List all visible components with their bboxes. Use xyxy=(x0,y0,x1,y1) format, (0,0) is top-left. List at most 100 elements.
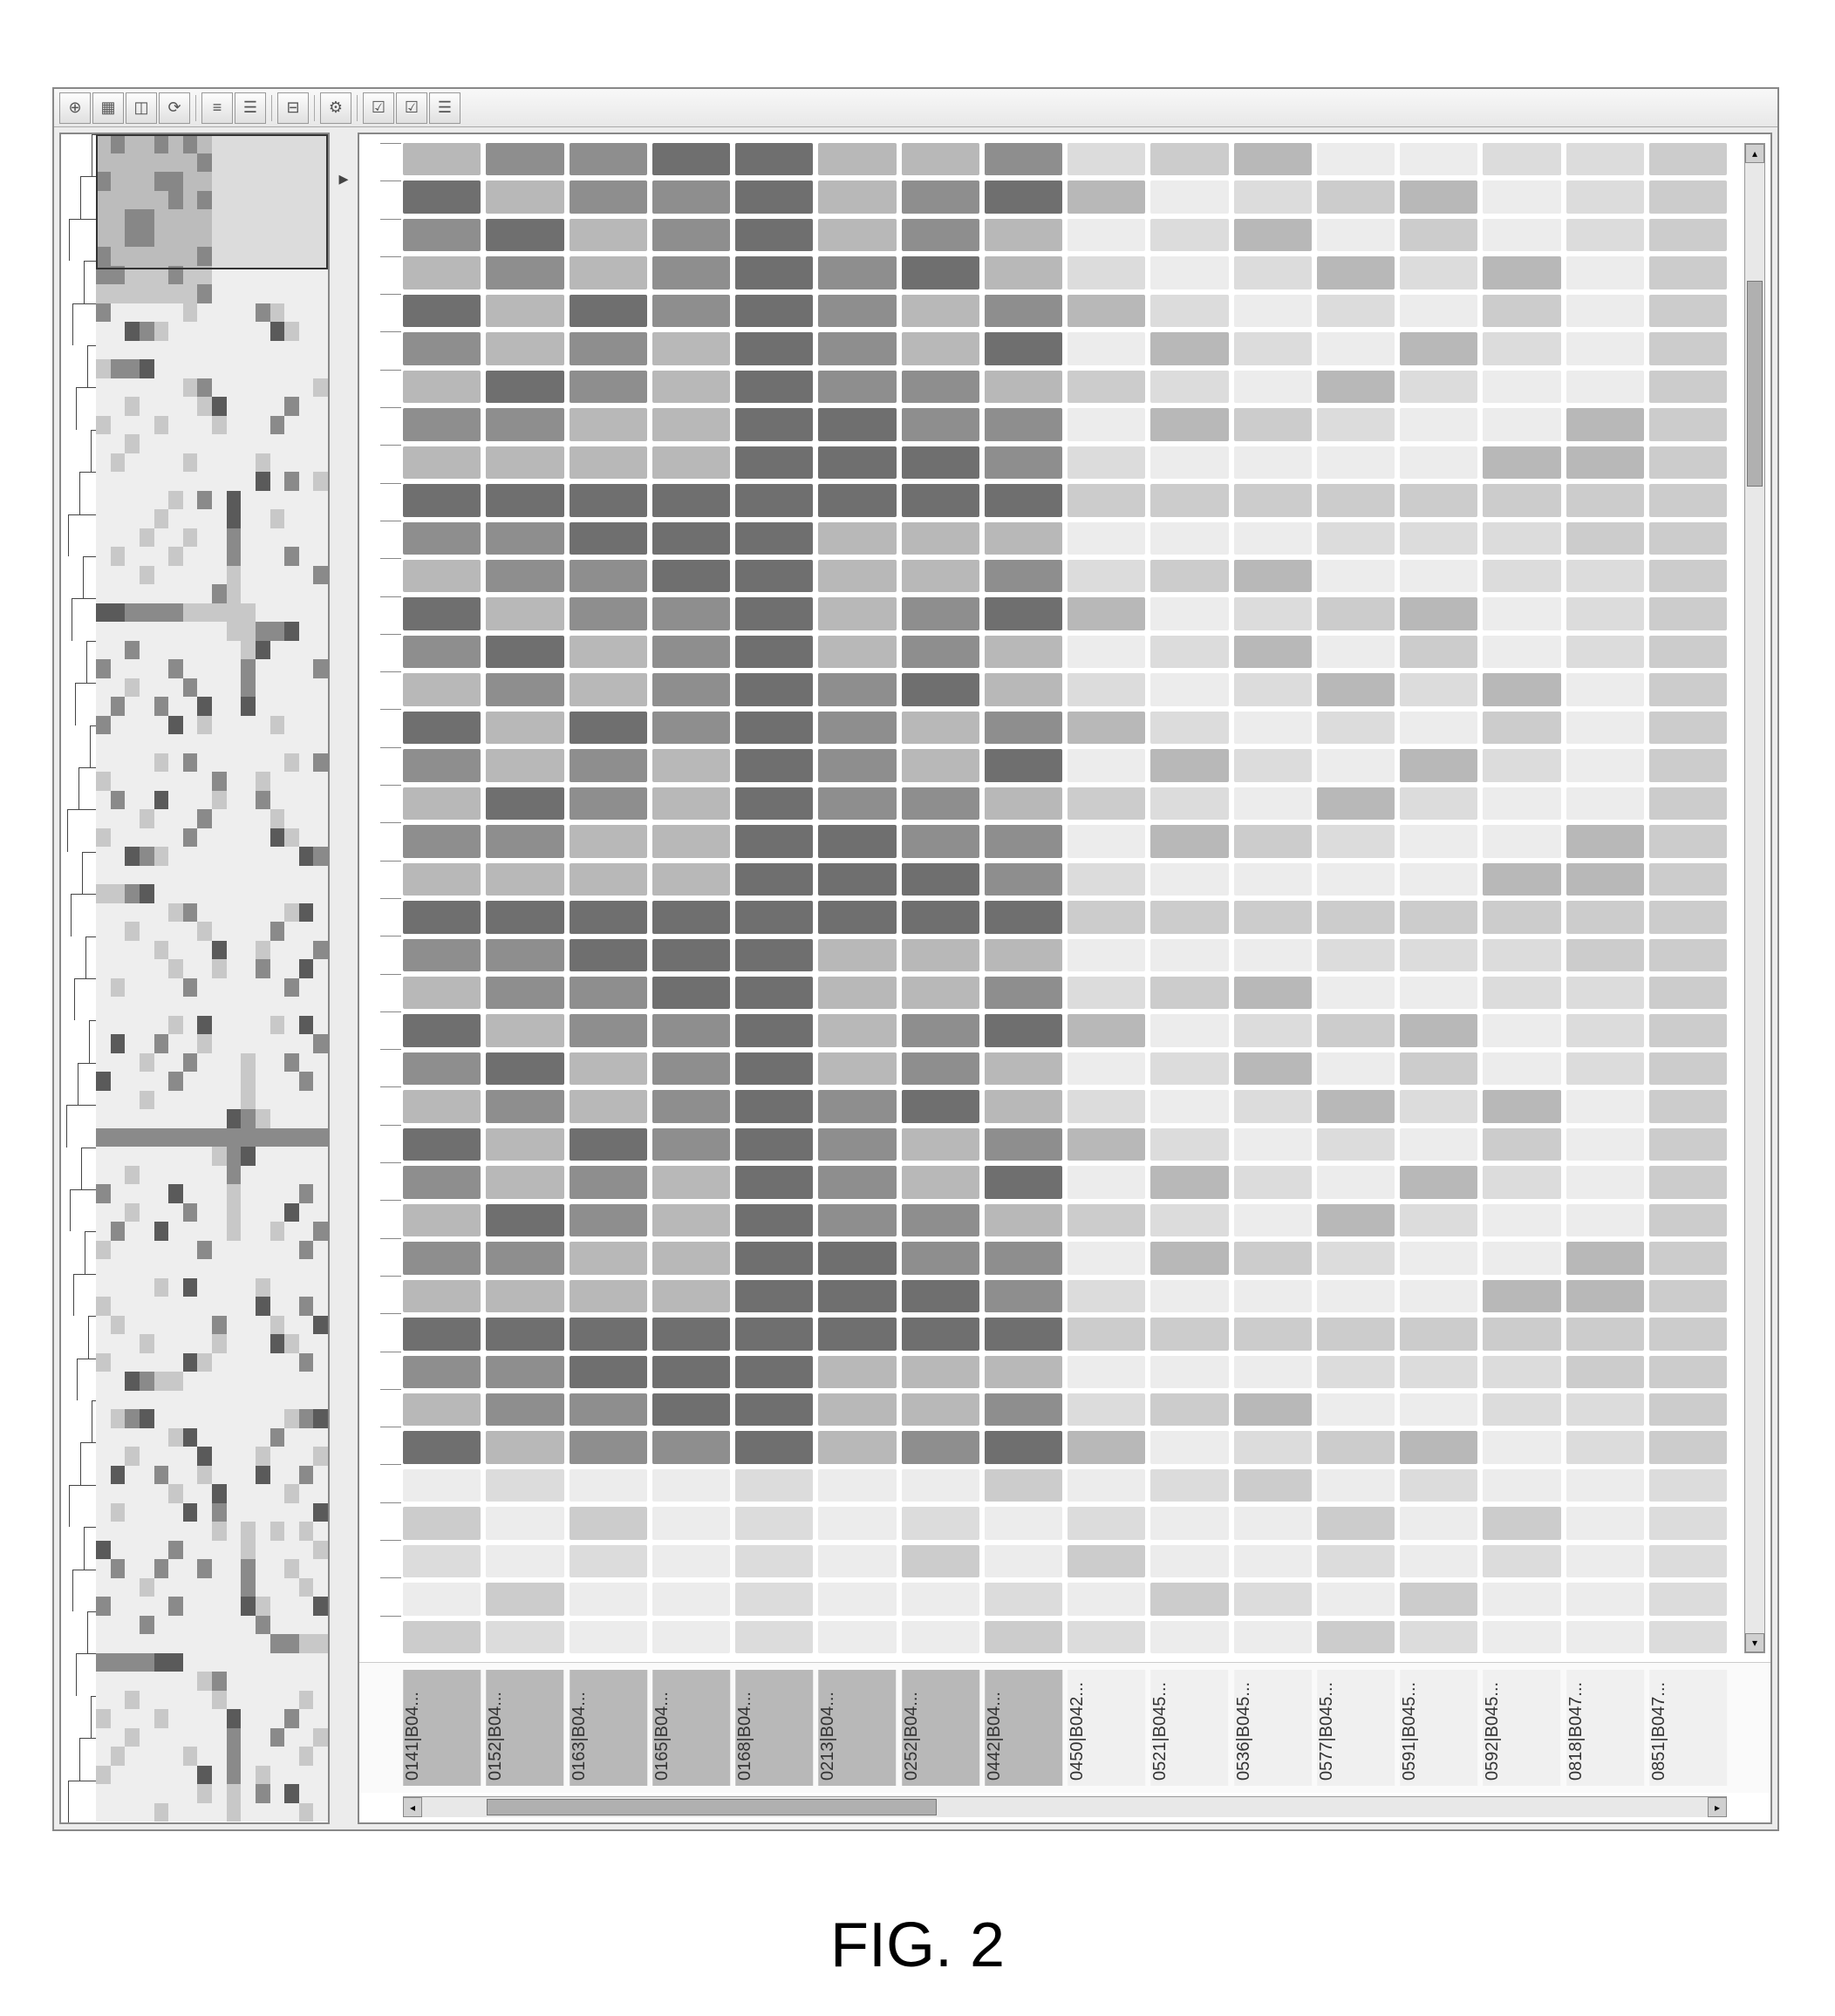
heatmap-cell[interactable] xyxy=(1400,295,1477,327)
heatmap-cell[interactable] xyxy=(1483,371,1560,403)
heatmap-cell[interactable] xyxy=(652,597,730,630)
heatmap-cell[interactable] xyxy=(1068,522,1145,555)
heatmap-cell[interactable] xyxy=(1234,977,1312,1009)
heatmap-cell[interactable] xyxy=(1150,1318,1228,1350)
heatmap-cell[interactable] xyxy=(1317,371,1395,403)
heatmap-cell[interactable] xyxy=(486,1356,563,1388)
heatmap-cell[interactable] xyxy=(570,1356,647,1388)
overview-selection[interactable] xyxy=(96,134,328,269)
heatmap-cell[interactable] xyxy=(985,408,1062,440)
heatmap-cell[interactable] xyxy=(1234,787,1312,820)
heatmap-cell[interactable] xyxy=(652,977,730,1009)
heatmap-cell[interactable] xyxy=(1566,712,1644,744)
heatmap-cell[interactable] xyxy=(985,1393,1062,1426)
heatmap-cell[interactable] xyxy=(570,446,647,479)
heatmap-cell[interactable] xyxy=(1483,560,1560,592)
heatmap-cell[interactable] xyxy=(652,1318,730,1350)
heatmap-cell[interactable] xyxy=(1649,1393,1727,1426)
heatmap-cell[interactable] xyxy=(570,1507,647,1539)
heatmap-cell[interactable] xyxy=(570,1583,647,1615)
column-label[interactable]: 0165|B04... xyxy=(652,1670,730,1786)
heatmap-cell[interactable] xyxy=(1317,1204,1395,1236)
heatmap-cell[interactable] xyxy=(486,371,563,403)
heatmap-cell[interactable] xyxy=(818,295,896,327)
heatmap-cell[interactable] xyxy=(570,180,647,213)
heatmap-cell[interactable] xyxy=(570,1280,647,1312)
heatmap-cell[interactable] xyxy=(1400,1583,1477,1615)
heatmap-cell[interactable] xyxy=(818,1621,896,1653)
heatmap-cell[interactable] xyxy=(486,939,563,971)
heatmap-cell[interactable] xyxy=(985,636,1062,668)
heatmap-cell[interactable] xyxy=(985,522,1062,555)
heatmap-cell[interactable] xyxy=(1317,1356,1395,1388)
heatmap-cell[interactable] xyxy=(486,1393,563,1426)
heatmap-cell[interactable] xyxy=(1150,787,1228,820)
heatmap-cell[interactable] xyxy=(985,1090,1062,1122)
heatmap-cell[interactable] xyxy=(1068,295,1145,327)
heatmap-cell[interactable] xyxy=(818,446,896,479)
heatmap-cell[interactable] xyxy=(1150,1507,1228,1539)
heatmap-cell[interactable] xyxy=(1400,1545,1477,1577)
heatmap-cell[interactable] xyxy=(403,825,481,857)
heatmap-cell[interactable] xyxy=(1150,939,1228,971)
heatmap-cell[interactable] xyxy=(1649,1242,1727,1274)
heatmap-cell[interactable] xyxy=(1649,1431,1727,1463)
heatmap-cell[interactable] xyxy=(1400,901,1477,933)
heatmap-cell[interactable] xyxy=(1234,1204,1312,1236)
heatmap-cell[interactable] xyxy=(1400,1507,1477,1539)
heatmap-cell[interactable] xyxy=(985,863,1062,896)
heatmap-cell[interactable] xyxy=(1150,749,1228,781)
heatmap-cell[interactable] xyxy=(1068,825,1145,857)
heatmap-cell[interactable] xyxy=(652,1090,730,1122)
heatmap-cell[interactable] xyxy=(1400,1128,1477,1161)
heatmap-cell[interactable] xyxy=(1566,1166,1644,1198)
heatmap-cell[interactable] xyxy=(1068,1090,1145,1122)
heatmap-cell[interactable] xyxy=(1649,219,1727,251)
heatmap-cell[interactable] xyxy=(403,1356,481,1388)
checkbox-a-icon[interactable]: ☑ xyxy=(363,92,394,124)
heatmap-cell[interactable] xyxy=(1400,1393,1477,1426)
scroll-right-button[interactable]: ▸ xyxy=(1708,1797,1727,1817)
heatmap-cell[interactable] xyxy=(486,256,563,289)
heatmap-cell[interactable] xyxy=(1649,408,1727,440)
heatmap-cell[interactable] xyxy=(985,1469,1062,1502)
heatmap-cell[interactable] xyxy=(1566,825,1644,857)
column-label[interactable]: 0851|B047... xyxy=(1649,1670,1727,1786)
heatmap-cell[interactable] xyxy=(735,1621,813,1653)
heatmap-cell[interactable] xyxy=(652,560,730,592)
heatmap-cell[interactable] xyxy=(985,180,1062,213)
heatmap-cell[interactable] xyxy=(652,1166,730,1198)
heatmap-cell[interactable] xyxy=(1317,863,1395,896)
heatmap-cell[interactable] xyxy=(1317,636,1395,668)
heatmap-cell[interactable] xyxy=(1150,1204,1228,1236)
heatmap-cell[interactable] xyxy=(1068,1166,1145,1198)
heatmap-cell[interactable] xyxy=(1150,1014,1228,1046)
heatmap-cell[interactable] xyxy=(486,1318,563,1350)
heatmap-cell[interactable] xyxy=(570,787,647,820)
heatmap-cell[interactable] xyxy=(1234,636,1312,668)
heatmap-cell[interactable] xyxy=(403,219,481,251)
heatmap-cell[interactable] xyxy=(652,1469,730,1502)
heatmap-cell[interactable] xyxy=(1234,1356,1312,1388)
heatmap-cell[interactable] xyxy=(1234,371,1312,403)
heatmap-cell[interactable] xyxy=(1317,1128,1395,1161)
heatmap-cell[interactable] xyxy=(902,597,979,630)
heatmap-cell[interactable] xyxy=(1234,1052,1312,1085)
heatmap-cell[interactable] xyxy=(902,1393,979,1426)
heatmap-cell[interactable] xyxy=(735,1431,813,1463)
heatmap-cell[interactable] xyxy=(1400,1242,1477,1274)
heatmap-cell[interactable] xyxy=(1317,180,1395,213)
heatmap-cell[interactable] xyxy=(735,446,813,479)
heatmap-cell[interactable] xyxy=(403,1090,481,1122)
heatmap-cell[interactable] xyxy=(570,749,647,781)
heatmap-cell[interactable] xyxy=(1317,787,1395,820)
heatmap-cell[interactable] xyxy=(1566,1393,1644,1426)
heatmap-cell[interactable] xyxy=(818,1393,896,1426)
heatmap-cell[interactable] xyxy=(1150,1583,1228,1615)
heatmap-cell[interactable] xyxy=(1317,1545,1395,1577)
grid-icon[interactable]: ▦ xyxy=(92,92,124,124)
heatmap-cell[interactable] xyxy=(1649,446,1727,479)
column-label[interactable]: 0521|B045... xyxy=(1150,1670,1228,1786)
heatmap-cell[interactable] xyxy=(1566,143,1644,175)
heatmap-cell[interactable] xyxy=(902,1469,979,1502)
